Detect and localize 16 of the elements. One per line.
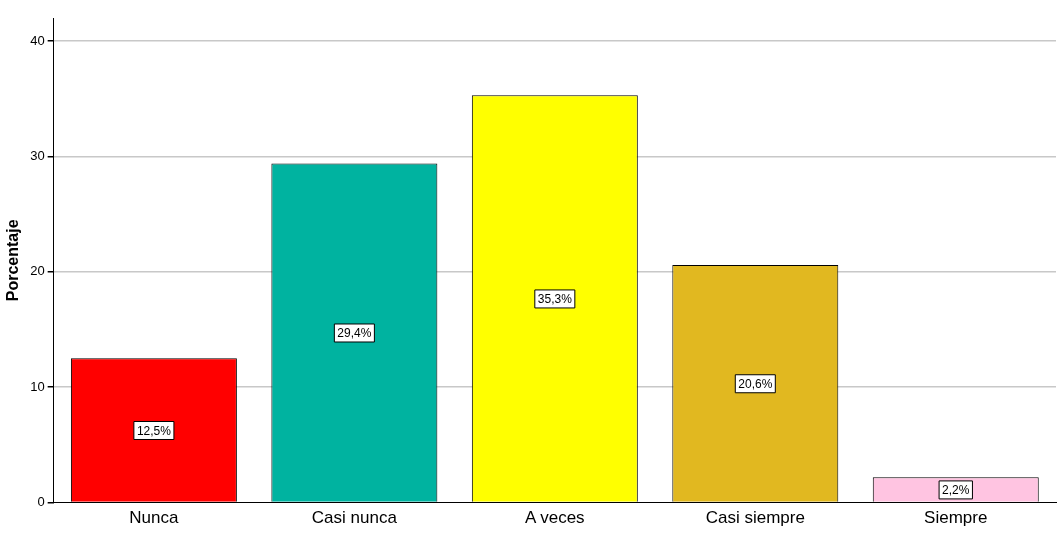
y-tick-label: 20 [30, 263, 45, 279]
data-label: 35,3% [537, 292, 573, 307]
x-tick-label: Nunca [129, 508, 180, 528]
y-tick-label: 10 [30, 378, 45, 394]
x-tick-label: Casi nunca [311, 508, 398, 528]
data-label: 20,6% [738, 377, 773, 392]
y-tick-label: 30 [30, 148, 45, 164]
y-tick-label: 40 [30, 32, 45, 48]
y-tick-label: 0 [37, 494, 45, 510]
y-axis-title: Porcentaje [4, 219, 22, 302]
data-label: 2,2% [942, 483, 970, 498]
x-tick-label: A veces [525, 508, 585, 528]
x-tick-label: Casi siempre [705, 508, 805, 528]
x-tick-label: Siempre [924, 508, 988, 528]
data-label: 12,5% [136, 423, 172, 438]
data-label: 29,4% [337, 326, 372, 341]
